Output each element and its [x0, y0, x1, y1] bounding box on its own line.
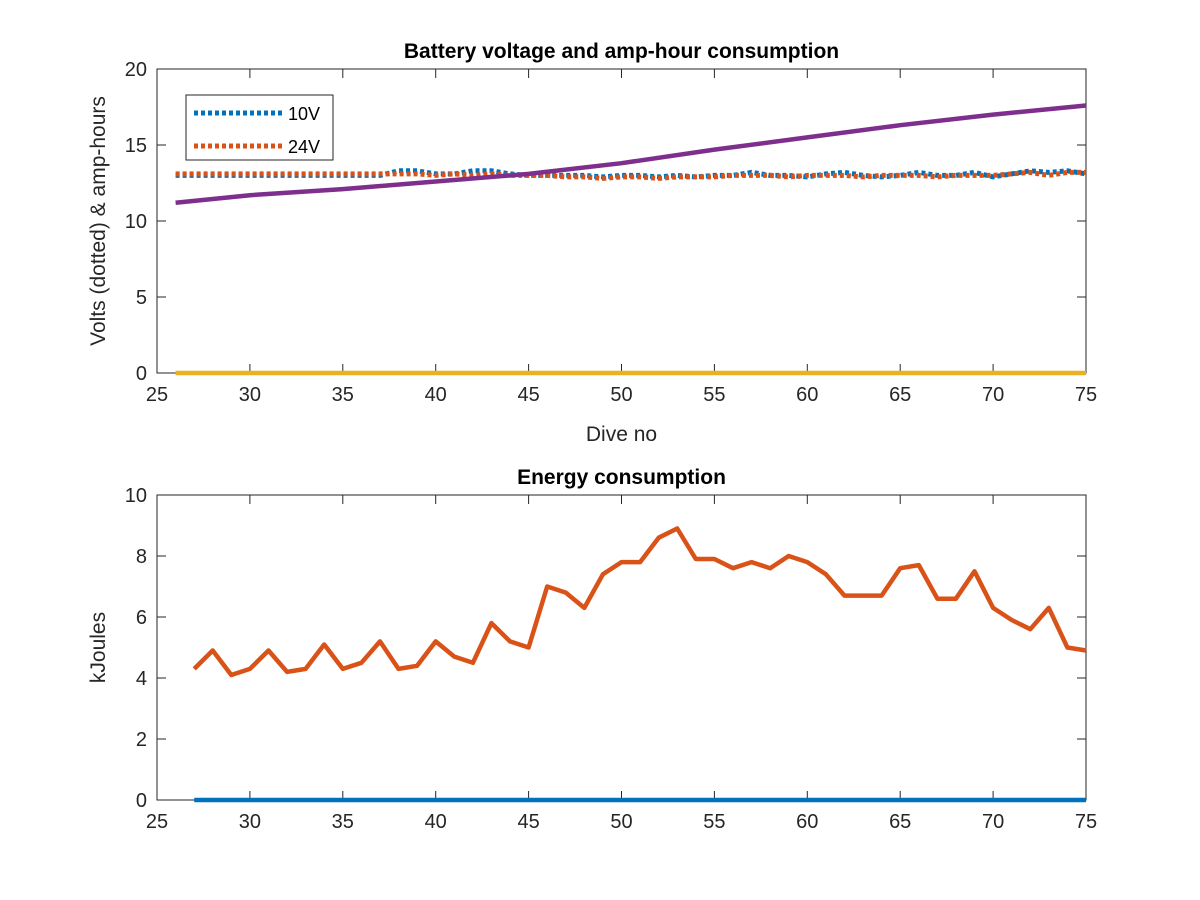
voltage-ah-title: Battery voltage and amp-hour consumption	[404, 40, 839, 63]
y-tick-label: 10	[125, 211, 147, 233]
x-tick-label: 25	[146, 811, 168, 833]
x-tick-label: 30	[239, 384, 261, 406]
x-tick-label: 55	[703, 384, 725, 406]
x-tick-label: 40	[425, 384, 447, 406]
x-tick-label: 50	[610, 384, 632, 406]
y-tick-label: 0	[136, 790, 147, 812]
x-tick-label: 55	[703, 811, 725, 833]
series-line-line-1	[192, 526, 1087, 678]
y-tick-label: 6	[136, 607, 147, 629]
x-tick-label: 40	[425, 811, 447, 833]
energy-y-axis-label: kJoules	[87, 612, 110, 683]
energy-plot: 25 30 35 40 45 50 55 60 65 70 75 0 2 4 6 8 10 Energy con…	[87, 466, 1097, 833]
y-tick-label: 5	[136, 287, 147, 309]
x-tick-label: 45	[517, 811, 539, 833]
y-tick-label: 15	[125, 135, 147, 157]
legend-label-24v: 24V	[288, 137, 320, 157]
voltage-ah-plot: 25 30 35 40 45 50 55 60 65 70 75 0 5 10 15 20 Battery v…	[87, 40, 1097, 446]
x-tick-label: 60	[796, 384, 818, 406]
x-tick-label: 70	[982, 811, 1004, 833]
y-tick-label: 8	[136, 546, 147, 568]
y-tick-label: 10	[125, 485, 147, 507]
series-line-line-3	[175, 103, 1087, 206]
y-tick-label: 0	[136, 363, 147, 385]
x-tick-label: 65	[889, 384, 911, 406]
series-line-24v	[175, 169, 1086, 181]
energy-title: Energy consumption	[517, 466, 726, 489]
y-tick-label: 20	[125, 59, 147, 81]
x-tick-label: 75	[1075, 384, 1097, 406]
voltage-ah-x-axis-label: Dive no	[586, 423, 657, 446]
energy-series	[192, 526, 1087, 803]
energy-axes-box	[156, 494, 1087, 801]
voltage-legend: 10V 24V	[185, 94, 334, 161]
x-tick-label: 25	[146, 384, 168, 406]
y-tick-label: 4	[136, 668, 147, 690]
x-tick-label: 35	[332, 384, 354, 406]
x-tick-label: 35	[332, 811, 354, 833]
legend-label-10v: 10V	[288, 104, 320, 124]
x-tick-label: 30	[239, 811, 261, 833]
x-tick-label: 65	[889, 811, 911, 833]
x-tick-label: 45	[517, 384, 539, 406]
voltage-ah-ticks: 25 30 35 40 45 50 55 60 65 70 75 0 5 10 15 20	[125, 59, 1097, 406]
x-tick-label: 60	[796, 811, 818, 833]
x-tick-label: 70	[982, 384, 1004, 406]
y-tick-label: 2	[136, 729, 147, 751]
legend-box	[185, 94, 334, 161]
x-tick-label: 75	[1075, 811, 1097, 833]
voltage-ah-y-axis-label: Volts (dotted) & amp-hours	[87, 96, 110, 346]
energy-ticks: 25 30 35 40 45 50 55 60 65 70 75 0 2 4 6 8 10	[125, 485, 1097, 833]
voltage-ah-series	[175, 103, 1087, 376]
x-tick-label: 50	[610, 811, 632, 833]
